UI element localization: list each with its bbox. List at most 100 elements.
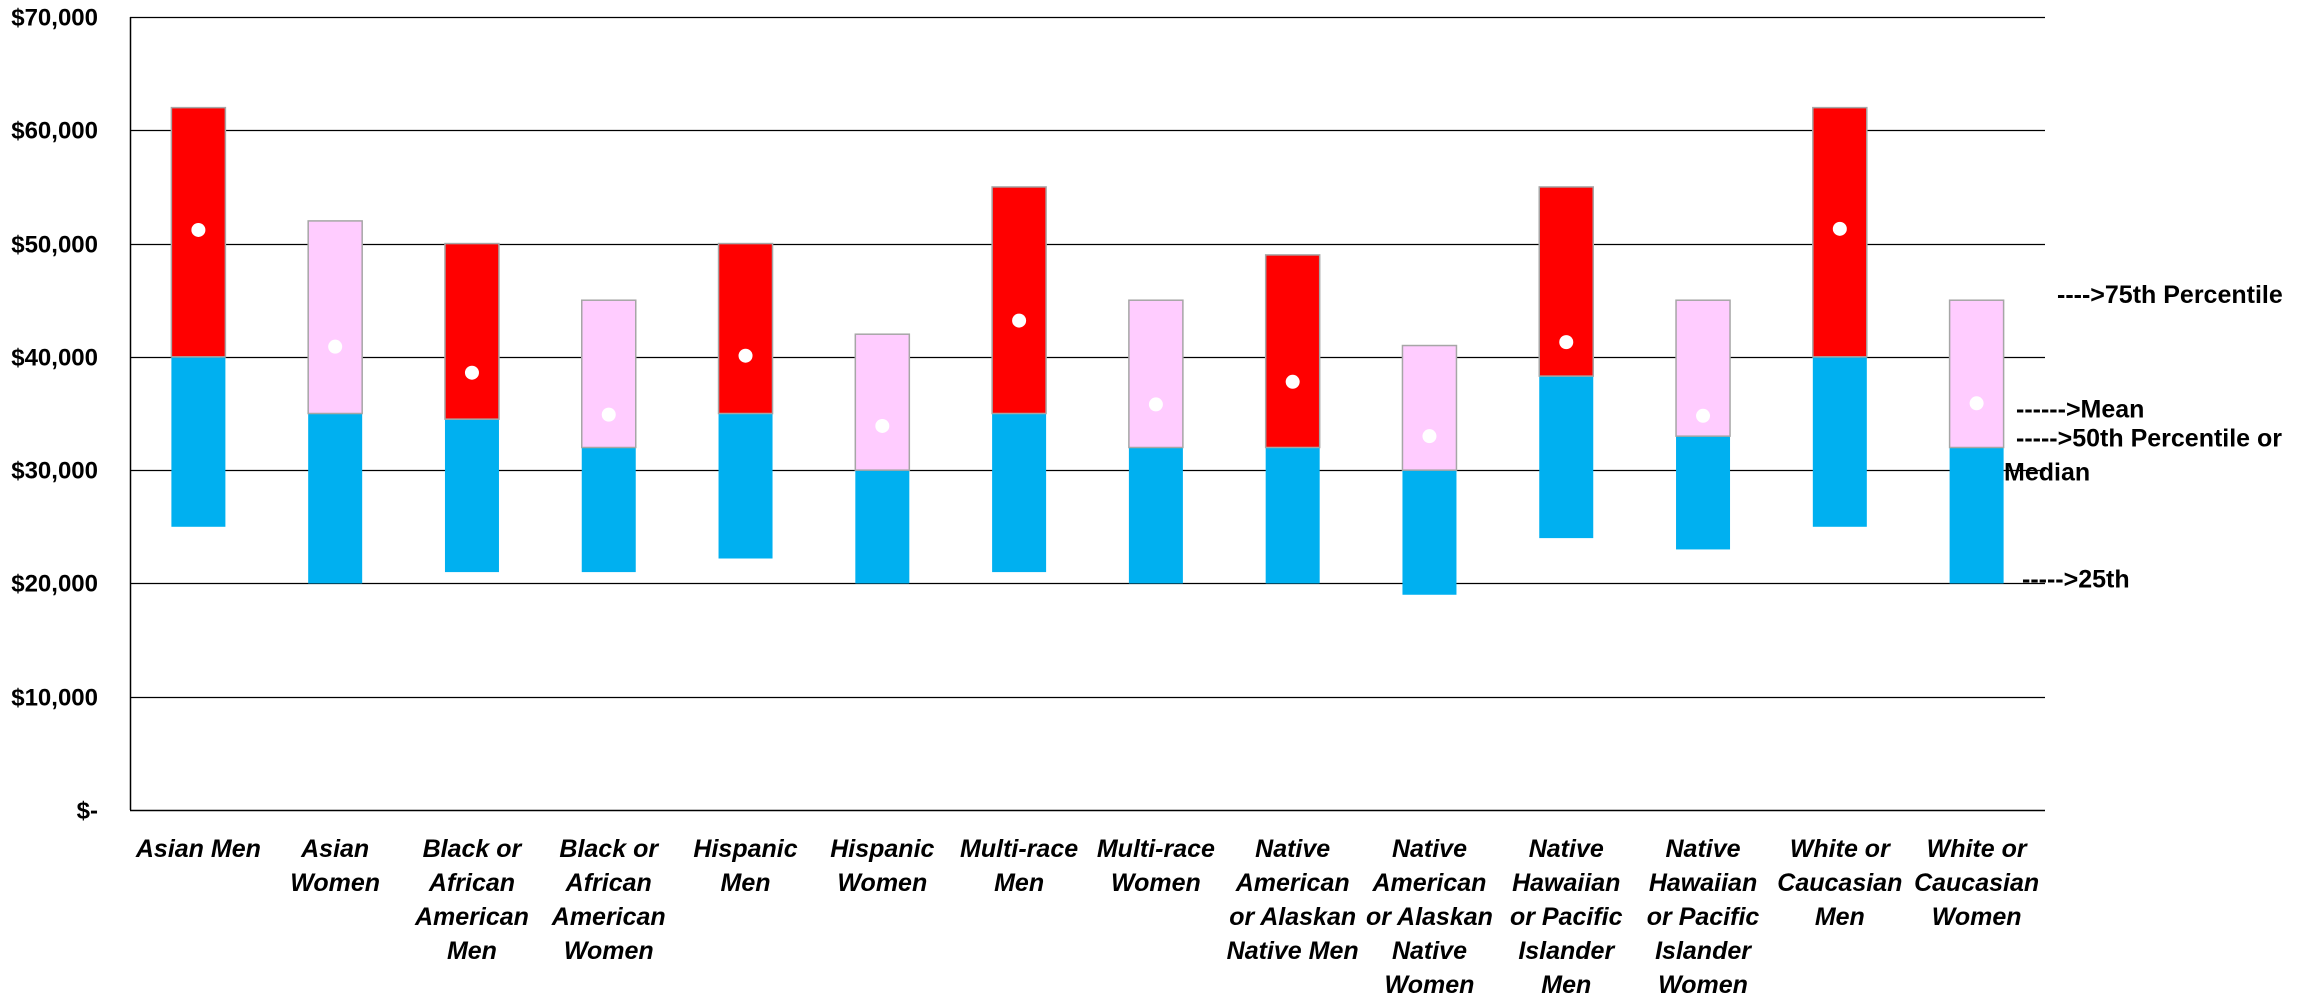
bar-upper-median-to-75th: [444, 242, 500, 420]
mean-marker: [1696, 408, 1711, 423]
x-category-label: Asian Men: [135, 835, 261, 863]
x-category-label-line: Caucasian: [1914, 869, 2039, 897]
x-category-label-line: Black or: [423, 835, 523, 863]
mean-marker: [1969, 396, 1984, 411]
x-category-label-line: White or: [1927, 835, 2028, 863]
annotation-label-line: ----->25th: [2022, 565, 2130, 593]
x-category-label-line: Hawaiian: [1649, 869, 1757, 897]
bar-lower-25th-to-median: [581, 447, 636, 573]
x-category-label: Native Hawaiian or Pacific Islander Men: [1510, 835, 1623, 996]
x-category-label-line: Women: [1385, 971, 1475, 996]
x-category-label-line: Men: [721, 869, 771, 897]
bar-lower-25th-to-median: [1128, 447, 1183, 584]
x-category-label-line: Islander: [1518, 937, 1615, 965]
x-category-label-line: Women: [837, 869, 927, 897]
annotation-label-line: ----->50th Percentile or: [2016, 424, 2282, 452]
bar-upper-median-to-75th: [1264, 254, 1321, 449]
legend-annotations: ---->75th Percentile ------>Mean----->50t…: [2004, 281, 2283, 593]
x-category-label: Native Hawaiian or Pacific Islander Women: [1647, 835, 1760, 996]
bar-lower-25th-to-median: [1812, 356, 1867, 527]
y-tick-label: $50,000: [11, 232, 98, 259]
x-category-label-line: Men: [994, 869, 1044, 897]
x-category-label-line: Women: [1658, 971, 1748, 996]
mean-marker: [1422, 429, 1437, 444]
bar-lower-25th-to-median: [444, 419, 499, 573]
x-category-label-line: or Pacific: [1510, 903, 1623, 931]
bar-upper-median-to-75th: [991, 186, 1047, 415]
x-category-label: Multi-race Women: [1097, 835, 1215, 897]
x-category-label-line: Native: [1392, 835, 1467, 863]
mean-marker: [875, 418, 890, 433]
x-category-label: Hispanic Men: [693, 835, 797, 897]
x-category-label-line: Asian Men: [135, 835, 261, 863]
x-category-label-line: American: [1371, 869, 1486, 897]
mean-marker: [464, 365, 479, 380]
x-category-label-line: Native: [1666, 835, 1741, 863]
gridlines: [130, 16, 2045, 699]
bar-upper-median-to-75th: [581, 299, 637, 449]
mean-marker: [328, 339, 343, 354]
x-category-label-line: American: [551, 903, 666, 931]
y-tick-label: $70,000: [11, 5, 98, 32]
bar-lower-25th-to-median: [1402, 470, 1457, 595]
bar-upper-median-to-75th: [307, 220, 363, 415]
annotation-label: ----->50th Percentile or Median: [2004, 424, 2282, 486]
x-category-label: Black or African American Men: [414, 835, 529, 965]
x-category-label-line: Women: [290, 869, 380, 897]
x-category-label-line: African: [428, 869, 515, 897]
x-category-label-line: or Alaskan: [1229, 903, 1356, 931]
x-category-label-line: Hawaiian: [1512, 869, 1620, 897]
bar-upper-median-to-75th: [1128, 299, 1184, 449]
x-category-label-line: American: [414, 903, 529, 931]
y-tick-label: $-: [77, 798, 98, 825]
x-category-label: Black or African American Women: [551, 835, 666, 965]
x-category-label: Multi-race Men: [960, 835, 1078, 897]
x-category-label-line: Native Men: [1227, 937, 1359, 965]
axes: [129, 17, 2045, 812]
annotation-label: ----->25th: [2022, 565, 2130, 593]
mean-marker: [1285, 374, 1300, 389]
y-tick-label: $60,000: [11, 118, 98, 145]
x-category-label-line: White or: [1790, 835, 1891, 863]
annotation-label-line: Median: [2004, 458, 2090, 486]
bar-lower-25th-to-median: [855, 470, 910, 584]
bar-lower-25th-to-median: [1676, 436, 1731, 550]
bar-upper-median-to-75th: [1401, 344, 1458, 471]
x-category-label: Native American or Alaskan Native Women: [1366, 835, 1493, 996]
x-category-label-line: Hispanic: [693, 835, 797, 863]
mean-marker: [738, 348, 753, 363]
bar-lower-25th-to-median: [1265, 447, 1320, 584]
mean-marker: [1012, 313, 1027, 328]
mean-marker: [1832, 221, 1847, 236]
x-category-label-line: Native: [1392, 937, 1467, 965]
x-category-label: Asian Women: [290, 835, 380, 897]
y-axis-tick-labels: $- $10,000 $20,000 $30,000 $40,000 $50,000 $60…: [11, 5, 98, 825]
x-category-label: Hispanic Women: [830, 835, 934, 897]
x-category-label-line: Asian: [300, 835, 369, 863]
x-category-label-line: Islander: [1655, 937, 1752, 965]
x-category-label-line: American: [1235, 869, 1350, 897]
bar-lower-25th-to-median: [718, 413, 773, 559]
x-category-label: Native American or Alaskan Native Men: [1227, 835, 1359, 965]
mean-marker: [191, 222, 206, 237]
x-category-label-line: or Alaskan: [1366, 903, 1493, 931]
annotation-label: ---->75th Percentile: [2057, 281, 2283, 309]
bars: [170, 106, 2005, 595]
mean-marker: [601, 407, 616, 422]
bar-lower-25th-to-median: [1539, 376, 1594, 539]
x-category-label-line: Women: [564, 937, 654, 965]
annotation-label-line: ---->75th Percentile: [2057, 281, 2283, 309]
x-category-label: White or Caucasian Women: [1914, 835, 2039, 931]
x-category-label: White or Caucasian Men: [1777, 835, 1902, 931]
x-axis-category-labels: Asian Men Asian Women Black or African Americ…: [135, 835, 2039, 996]
bar-upper-median-to-75th: [1948, 299, 2005, 449]
bar-lower-25th-to-median: [308, 413, 363, 584]
bar-lower-25th-to-median: [171, 356, 226, 527]
mean-marker: [1148, 397, 1163, 412]
x-category-label-line: Black or: [559, 835, 659, 863]
y-tick-label: $10,000: [11, 685, 98, 712]
x-category-label-line: Women: [1111, 869, 1201, 897]
mean-markers: [191, 221, 1984, 444]
x-category-label-line: Native: [1529, 835, 1604, 863]
